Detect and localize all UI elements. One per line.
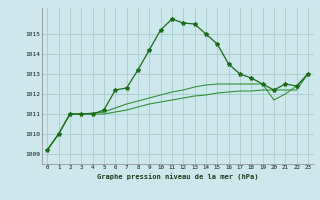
X-axis label: Graphe pression niveau de la mer (hPa): Graphe pression niveau de la mer (hPa) xyxy=(97,173,258,180)
